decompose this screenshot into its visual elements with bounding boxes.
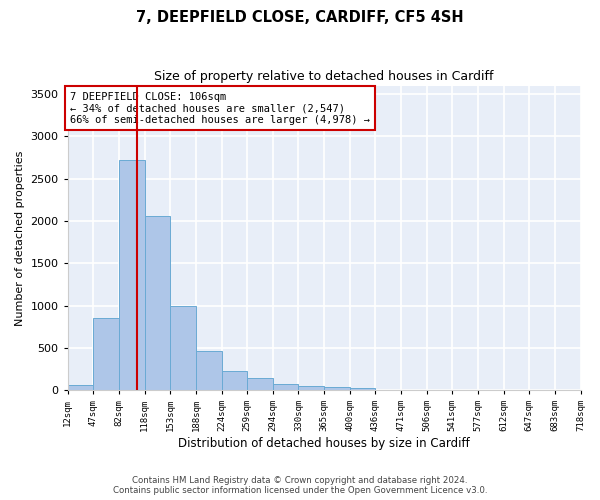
Bar xyxy=(145,216,170,390)
Bar xyxy=(119,160,145,390)
Text: 7 DEEPFIELD CLOSE: 106sqm
← 34% of detached houses are smaller (2,547)
66% of se: 7 DEEPFIELD CLOSE: 106sqm ← 34% of detac… xyxy=(70,92,370,125)
Bar xyxy=(94,318,119,390)
Y-axis label: Number of detached properties: Number of detached properties xyxy=(15,150,25,326)
Bar xyxy=(221,370,247,390)
Text: 7, DEEPFIELD CLOSE, CARDIFF, CF5 4SH: 7, DEEPFIELD CLOSE, CARDIFF, CF5 4SH xyxy=(136,10,464,25)
Bar xyxy=(196,351,221,390)
Title: Size of property relative to detached houses in Cardiff: Size of property relative to detached ho… xyxy=(154,70,494,83)
Text: Contains HM Land Registry data © Crown copyright and database right 2024.
Contai: Contains HM Land Registry data © Crown c… xyxy=(113,476,487,495)
Bar xyxy=(170,306,196,390)
Bar xyxy=(324,387,350,390)
Bar xyxy=(350,388,376,390)
Bar xyxy=(273,384,298,390)
X-axis label: Distribution of detached houses by size in Cardiff: Distribution of detached houses by size … xyxy=(178,437,470,450)
Bar xyxy=(298,386,324,390)
Bar xyxy=(68,385,94,390)
Bar xyxy=(247,378,273,390)
